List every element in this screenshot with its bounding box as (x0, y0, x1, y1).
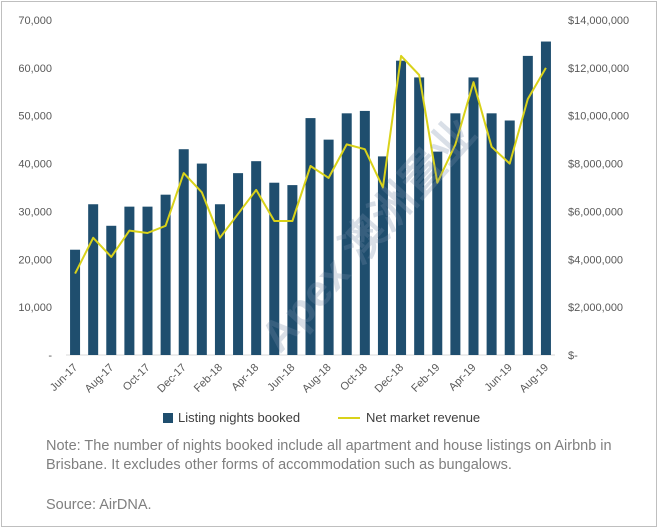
bar-Jul-17 (88, 204, 99, 355)
y-right-tick-label: $8,000,000 (568, 159, 623, 171)
y-left-tick-label: 20,000 (18, 254, 52, 266)
y-right-tick-label: $12,000,000 (568, 63, 629, 75)
bar-May-19 (486, 113, 497, 355)
legend-bar-label: Listing nights booked (178, 410, 300, 425)
y-right-tick-label: $10,000,000 (568, 111, 629, 123)
x-tick-label: Dec-18 (373, 362, 407, 396)
bar-Sep-18 (341, 113, 352, 355)
x-tick-label: Dec-17 (155, 362, 189, 396)
legend-line-label: Net market revenue (366, 410, 480, 425)
y-left-tick-label: 10,000 (18, 302, 52, 314)
x-tick-label: Jun-17 (48, 362, 80, 394)
legend-bar-swatch (163, 413, 173, 423)
left-axis-ticks: - 10,000 20,000 30,000 40,000 50,000 60,000 70,… (18, 15, 52, 362)
line-series (74, 54, 547, 275)
bar-Aug-18 (323, 139, 334, 355)
legend: Listing nights booked Net market revenue (163, 410, 480, 425)
bar-Oct-18 (359, 110, 370, 355)
bar-Mar-19 (450, 113, 461, 355)
bar-Oct-17 (142, 206, 153, 355)
bar-Jun-17 (70, 249, 81, 355)
bar-Jun-19 (504, 120, 515, 355)
x-tick-label: Oct-18 (338, 362, 370, 394)
bar-series (70, 41, 551, 356)
bar-Jan-19 (414, 77, 425, 355)
x-tick-label: Feb-19 (409, 362, 442, 395)
bar-Dec-17 (178, 149, 189, 355)
bar-Nov-17 (160, 194, 171, 355)
y-left-tick-label: - (48, 350, 52, 362)
x-axis-ticks: Jun-17 Aug-17 Oct-17 Dec-17 Feb-18 Apr-18 Jun-… (48, 362, 551, 396)
y-right-tick-label: $4,000,000 (568, 254, 623, 266)
y-left-tick-label: 60,000 (18, 63, 52, 75)
bar-Sep-17 (124, 206, 135, 355)
x-tick-label: Apr-18 (229, 362, 261, 394)
y-right-tick-label: $6,000,000 (568, 206, 623, 218)
x-tick-label: Jun-19 (483, 362, 515, 394)
x-tick-label: Oct-17 (121, 362, 153, 394)
x-tick-label: Jun-18 (265, 362, 297, 394)
y-left-tick-label: 70,000 (18, 15, 52, 27)
y-left-tick-label: 30,000 (18, 206, 52, 218)
bar-Nov-18 (377, 156, 388, 355)
bar-Dec-18 (396, 60, 407, 356)
x-tick-label: Apr-19 (447, 362, 479, 394)
revenue-line (74, 54, 547, 275)
bar-Feb-18 (214, 204, 225, 355)
bar-Apr-18 (251, 161, 262, 355)
y-right-tick-label: $2,000,000 (568, 302, 623, 314)
x-tick-label: Aug-18 (300, 362, 334, 396)
bar-May-18 (269, 182, 280, 355)
bar-Jun-18 (287, 185, 298, 355)
y-right-tick-label: $- (568, 350, 578, 362)
bar-Jan-18 (196, 163, 207, 355)
y-left-tick-label: 40,000 (18, 159, 52, 171)
bar-Jul-18 (305, 118, 316, 355)
y-right-tick-label: $14,000,000 (568, 15, 629, 27)
combo-chart: - 10,000 20,000 30,000 40,000 50,000 60,000 70,… (18, 15, 629, 425)
bar-Jul-19 (522, 55, 533, 356)
x-tick-label: Aug-19 (517, 362, 551, 396)
bar-Feb-19 (432, 151, 443, 355)
bar-Apr-19 (468, 77, 479, 355)
chart-source: Source: AirDNA. (46, 497, 152, 513)
bar-Aug-17 (106, 225, 117, 355)
x-tick-label: Aug-17 (83, 362, 117, 396)
right-axis-ticks: $- $2,000,000 $4,000,000 $6,000,000 $8,000,0… (568, 15, 629, 362)
bar-Mar-18 (233, 173, 244, 355)
y-left-tick-label: 50,000 (18, 111, 52, 123)
bar-Aug-19 (540, 41, 551, 356)
chart-note: Note: The number of nights booked includ… (46, 438, 612, 473)
x-tick-label: Feb-18 (192, 362, 225, 395)
